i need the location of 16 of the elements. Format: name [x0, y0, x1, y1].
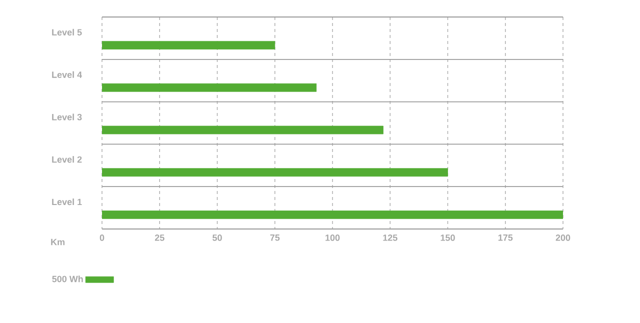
legend-label: 500 Wh: [52, 276, 83, 282]
y-tick-label: Level 4: [52, 71, 82, 78]
y-tick-label: Level 5: [52, 28, 82, 36]
y-tick-label: Level 3: [52, 114, 82, 120]
x-tick-label: 75: [270, 234, 280, 241]
x-tick-label: 175: [498, 234, 513, 241]
x-tick-label: 0: [100, 234, 104, 241]
y-tick-label: Level 2: [52, 156, 82, 163]
x-tick-label: 100: [326, 234, 340, 241]
x-tick-label: 50: [212, 234, 222, 241]
x-tick-label: 200: [556, 234, 570, 241]
y-tick-label: Level 1: [52, 198, 82, 206]
text: Km: [51, 238, 64, 246]
x-tick-label: 25: [154, 234, 164, 241]
x-tick-label: 150: [440, 234, 455, 241]
x-tick-label: 125: [383, 234, 398, 241]
